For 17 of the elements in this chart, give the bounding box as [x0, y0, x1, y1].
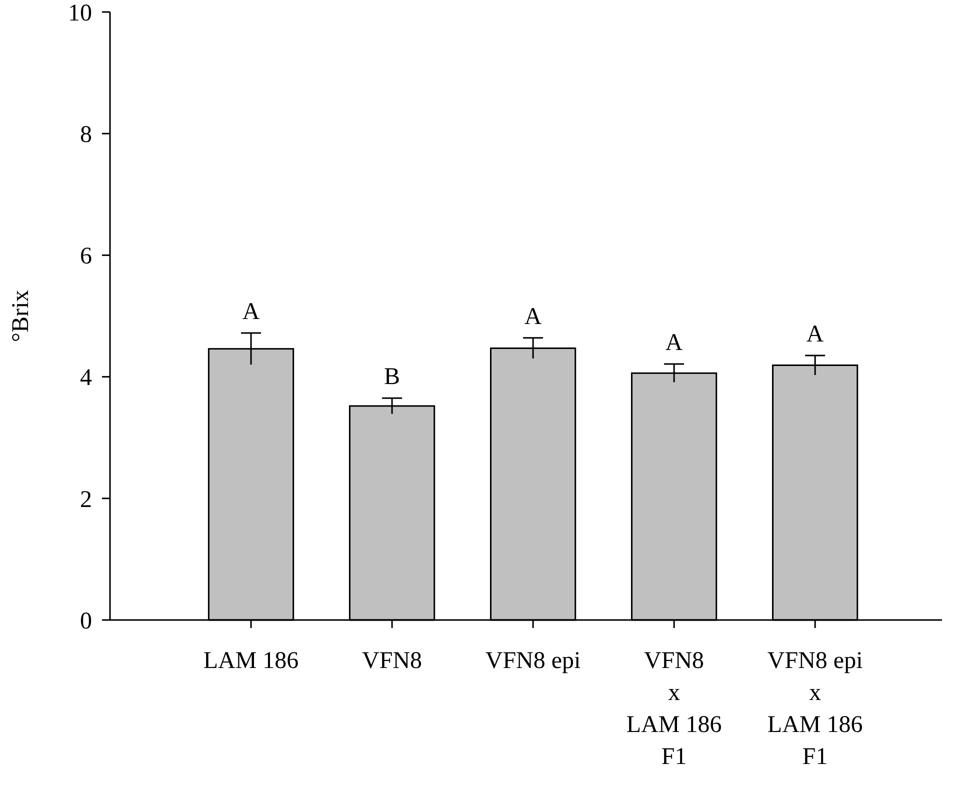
x-tick-label: VFN8 epi — [485, 648, 582, 674]
annotation: A — [242, 299, 260, 326]
y-tick-label: 8 — [80, 122, 92, 148]
y-axis-title: °Brix — [8, 290, 34, 342]
annotation: A — [806, 322, 824, 348]
y-tick-label: 6 — [80, 244, 92, 270]
annotation: A — [524, 304, 542, 330]
annotation: A — [665, 330, 684, 356]
y-tick-label: 0 — [80, 608, 92, 634]
y-tick-label: 2 — [80, 486, 92, 513]
y-tick-label: 10 — [68, 0, 92, 26]
annotation: B — [384, 364, 400, 390]
y-tick-label: 4 — [80, 365, 92, 392]
x-tick-label: VFN8 x LAM 186 F1 — [626, 648, 722, 770]
x-tick-label: LAM 186 — [203, 648, 299, 674]
x-tick-label: VFN8 — [362, 648, 422, 674]
x-tick-label: VFN8 epi x LAM 186 F1 — [767, 648, 864, 770]
